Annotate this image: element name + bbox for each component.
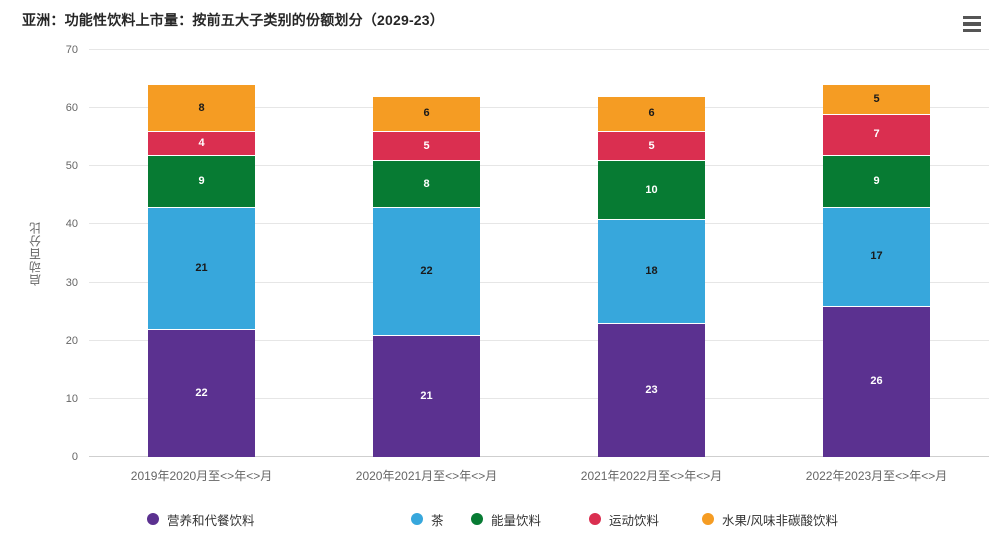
y-tick-label: 0 xyxy=(71,451,78,463)
bar-segment[interactable]: 18 xyxy=(598,218,705,324)
gridline xyxy=(89,397,989,399)
legend-marker-icon xyxy=(147,513,159,525)
bar-segment[interactable]: 23 xyxy=(598,323,705,457)
hamburger-bar xyxy=(963,15,981,20)
bar-segment[interactable]: 26 xyxy=(823,305,930,457)
bar-segment[interactable]: 17 xyxy=(823,206,930,306)
bar-segment[interactable]: 8 xyxy=(373,160,480,207)
bar-value-label: 8 xyxy=(198,101,205,114)
plot-area: 8 4 9 21 22 2019年2020月至<>年<>月 6 5 8 22 21 2020年2021… xyxy=(89,49,989,483)
bar-value-label: 6 xyxy=(648,107,655,120)
y-tick-label: 30 xyxy=(65,276,78,289)
legend-item[interactable]: 营养和代餐饮料 xyxy=(147,510,255,528)
gridline xyxy=(89,281,989,283)
bar-segment[interactable]: 22 xyxy=(148,329,255,457)
y-tick-label: 40 xyxy=(65,218,78,231)
chart-title: 亚洲：功能性饮料上市量：按前五大子类别的份额划分（2029-23） xyxy=(22,12,444,28)
legend-label: 运动饮料 xyxy=(609,513,660,528)
bar-segment[interactable]: 5 xyxy=(598,131,705,161)
bar-value-label: 23 xyxy=(645,384,658,397)
bar-segment[interactable]: 7 xyxy=(823,113,930,155)
x-axis-category-label: 2019年2020月至<>年<>月 xyxy=(130,469,273,483)
gridline xyxy=(89,223,989,225)
legend-item[interactable]: 茶 xyxy=(411,510,444,528)
gridline xyxy=(89,339,989,341)
bar-value-label: 26 xyxy=(870,375,883,388)
hamburger-bar xyxy=(963,28,981,33)
y-tick-label: 70 xyxy=(65,44,78,56)
legend-item[interactable]: 水果/风味非碳酸饮料 xyxy=(702,510,838,528)
bar-value-label: 9 xyxy=(873,174,880,187)
bar-value-label: 5 xyxy=(873,92,880,105)
bar-segment[interactable]: 6 xyxy=(598,96,705,132)
legend-marker-icon xyxy=(702,513,714,525)
bar-segment[interactable]: 21 xyxy=(373,334,480,457)
bar-segment[interactable]: 8 xyxy=(148,84,255,132)
bar-segment[interactable]: 22 xyxy=(373,206,480,335)
bar-segment[interactable]: 5 xyxy=(823,84,930,114)
bar-segment[interactable]: 21 xyxy=(148,206,255,330)
y-axis-tick-labels: 0 10 20 30 40 50 60 70 xyxy=(36,44,78,463)
bar-segment[interactable]: 6 xyxy=(373,96,480,132)
gridline xyxy=(89,49,989,50)
bar-value-label: 22 xyxy=(195,387,208,399)
x-axis-line xyxy=(89,456,989,457)
bar-value-label: 21 xyxy=(420,389,433,402)
bar-segment[interactable]: 4 xyxy=(148,131,255,155)
bar-value-label: 9 xyxy=(198,174,205,187)
bar-value-label: 22 xyxy=(420,264,433,277)
stacked-bar: 6 5 10 18 23 xyxy=(598,96,705,457)
stacked-bar: 6 5 8 22 21 xyxy=(373,96,480,457)
legend-label: 能量饮料 xyxy=(491,513,542,528)
y-tick-label: 10 xyxy=(65,392,78,405)
bar-segment[interactable]: 9 xyxy=(148,154,255,207)
bar-segment[interactable]: 10 xyxy=(598,160,705,219)
gridline xyxy=(89,165,989,167)
x-axis-category-label: 2022年2023月至<>年<>月 xyxy=(805,469,948,483)
bar-segment[interactable]: 5 xyxy=(373,131,480,161)
bar-value-label: 10 xyxy=(645,183,658,196)
legend-marker-icon xyxy=(471,513,483,525)
bar-value-label: 5 xyxy=(648,139,655,152)
legend: 营养和代餐饮料 茶 能量饮料 运动饮料 水果/风味非碳酸饮料 xyxy=(0,510,1001,530)
legend-marker-icon xyxy=(589,513,601,525)
hamburger-bar xyxy=(963,22,981,26)
bar-segment[interactable]: 9 xyxy=(823,154,930,207)
legend-item[interactable]: 运动饮料 xyxy=(589,510,659,528)
bar-value-label: 4 xyxy=(198,137,205,149)
legend-label: 营养和代餐饮料 xyxy=(167,513,255,528)
bar-value-label: 17 xyxy=(870,250,883,263)
gridline xyxy=(89,107,989,109)
legend-item[interactable]: 能量饮料 xyxy=(471,510,541,528)
bar-value-label: 7 xyxy=(873,128,880,141)
bar-value-label: 8 xyxy=(423,177,430,190)
bar-value-label: 5 xyxy=(423,139,430,152)
y-tick-label: 20 xyxy=(65,334,78,347)
y-tick-label: 50 xyxy=(65,160,78,173)
bar-value-label: 18 xyxy=(645,264,658,277)
legend-label: 水果/风味非碳酸饮料 xyxy=(722,513,838,528)
hamburger-menu-icon[interactable] xyxy=(960,12,986,36)
y-tick-label: 60 xyxy=(65,102,78,115)
bar-value-label: 6 xyxy=(423,107,430,120)
x-axis-category-label: 2020年2021月至<>年<>月 xyxy=(355,469,498,483)
legend-label: 茶 xyxy=(431,513,444,528)
stacked-bar: 5 7 9 17 26 xyxy=(823,84,930,457)
bar-value-label: 21 xyxy=(195,262,208,274)
x-axis-category-label: 2021年2022月至<>年<>月 xyxy=(580,469,723,483)
legend-marker-icon xyxy=(411,513,423,525)
stacked-bar: 8 4 9 21 22 xyxy=(148,84,255,457)
